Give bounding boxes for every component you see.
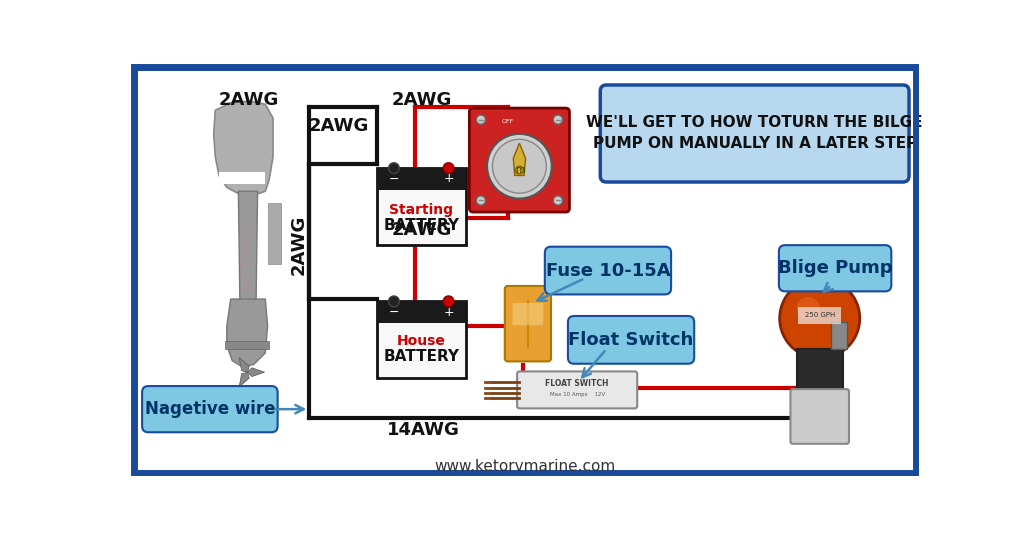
Polygon shape	[226, 299, 267, 367]
Text: 14AWG: 14AWG	[387, 421, 460, 439]
Text: Max 10 Amps    12V: Max 10 Amps 12V	[550, 392, 605, 397]
Circle shape	[443, 163, 454, 173]
Polygon shape	[240, 372, 249, 387]
FancyBboxPatch shape	[797, 349, 843, 411]
Polygon shape	[240, 357, 249, 372]
Circle shape	[388, 296, 399, 307]
Polygon shape	[513, 143, 525, 175]
Circle shape	[515, 166, 523, 174]
Polygon shape	[239, 191, 258, 303]
Text: 2AWG: 2AWG	[290, 215, 307, 276]
Text: WE'LL GET TO HOW TOTURN THE BILGE
PUMP ON MANUALLY IN A LATER STEP: WE'LL GET TO HOW TOTURN THE BILGE PUMP O…	[587, 116, 923, 151]
Text: 2AWG: 2AWG	[219, 90, 280, 109]
Text: FLOAT SWITCH: FLOAT SWITCH	[546, 379, 609, 388]
Text: BATTERY: BATTERY	[383, 349, 459, 364]
Circle shape	[779, 278, 860, 358]
Circle shape	[476, 196, 485, 205]
FancyBboxPatch shape	[545, 247, 671, 294]
Circle shape	[493, 139, 547, 193]
Polygon shape	[831, 322, 847, 349]
Circle shape	[797, 297, 819, 320]
Text: Starting: Starting	[389, 203, 454, 218]
FancyBboxPatch shape	[377, 168, 466, 245]
Circle shape	[443, 296, 454, 307]
FancyBboxPatch shape	[568, 316, 694, 364]
Text: BATTERY: BATTERY	[383, 218, 459, 233]
Polygon shape	[214, 101, 273, 195]
Text: House: House	[396, 334, 445, 348]
FancyBboxPatch shape	[517, 371, 637, 408]
FancyBboxPatch shape	[600, 85, 909, 182]
Circle shape	[553, 115, 562, 124]
Text: −: −	[389, 172, 399, 186]
Circle shape	[553, 196, 562, 205]
FancyBboxPatch shape	[377, 168, 466, 190]
Polygon shape	[224, 341, 269, 349]
Polygon shape	[248, 368, 264, 377]
FancyBboxPatch shape	[779, 245, 891, 292]
FancyBboxPatch shape	[142, 386, 278, 432]
FancyBboxPatch shape	[512, 303, 544, 325]
Text: −: −	[389, 305, 399, 319]
Polygon shape	[219, 172, 265, 184]
Text: Blige Pump: Blige Pump	[778, 259, 893, 277]
Text: Fuse 10-15A: Fuse 10-15A	[546, 262, 671, 280]
Text: OFF: OFF	[502, 119, 514, 124]
Text: 2AWG: 2AWG	[391, 221, 452, 239]
FancyBboxPatch shape	[469, 108, 569, 212]
Text: m: m	[515, 165, 524, 175]
Text: 2AWG: 2AWG	[308, 117, 369, 135]
FancyBboxPatch shape	[791, 389, 849, 444]
Circle shape	[476, 115, 485, 124]
Text: +: +	[443, 172, 454, 186]
Text: +: +	[443, 305, 454, 319]
FancyBboxPatch shape	[798, 307, 842, 324]
FancyBboxPatch shape	[377, 301, 466, 378]
Text: www.ketorvmarine.com: www.ketorvmarine.com	[434, 458, 615, 473]
FancyBboxPatch shape	[377, 301, 466, 323]
Circle shape	[487, 134, 552, 198]
Text: ketorvmarine: ketorvmarine	[240, 224, 250, 289]
Text: 250 GPH: 250 GPH	[805, 312, 835, 318]
Circle shape	[388, 163, 399, 173]
Text: Nagetive wire: Nagetive wire	[144, 400, 275, 418]
Polygon shape	[267, 203, 281, 264]
FancyBboxPatch shape	[505, 286, 551, 362]
Text: 2AWG: 2AWG	[391, 90, 452, 109]
Text: Float Switch: Float Switch	[568, 331, 693, 349]
